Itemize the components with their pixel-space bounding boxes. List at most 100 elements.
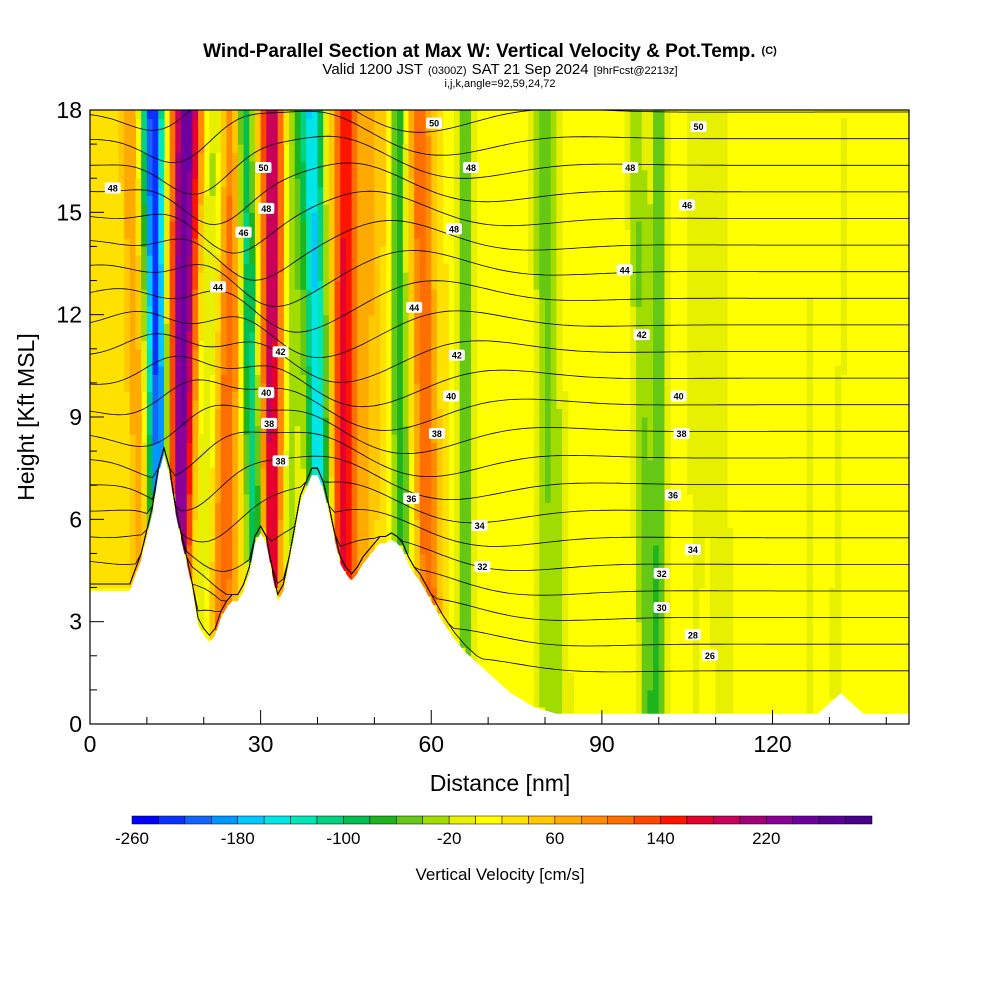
heatmap-cell (431, 254, 438, 265)
heatmap-cell (806, 527, 813, 537)
heatmap-cell (243, 306, 250, 316)
heatmap-cell (215, 493, 222, 503)
heatmap-cell (459, 408, 466, 418)
heatmap-cell (636, 434, 643, 444)
heatmap-cell (175, 468, 182, 478)
heatmap-cell (345, 314, 353, 324)
heatmap-cell (289, 493, 296, 503)
heatmap-cell (454, 476, 461, 486)
heatmap-cell (687, 485, 694, 495)
heatmap-cell (323, 220, 330, 230)
heatmap-cell (374, 178, 381, 188)
heatmap-cell (215, 442, 222, 452)
heatmap-cell (567, 681, 575, 691)
heatmap-cell (715, 621, 722, 631)
heatmap-cell (630, 502, 637, 512)
heatmap-cell (363, 544, 370, 555)
heatmap-cell (408, 391, 415, 401)
heatmap-cell (692, 681, 700, 691)
heatmap-cell (101, 519, 108, 529)
heatmap-cell (118, 425, 125, 435)
heatmap-cell (533, 212, 540, 222)
heatmap-cell (425, 340, 432, 350)
heatmap-cell (539, 314, 546, 324)
heatmap-cell (135, 434, 142, 444)
heatmap-cell (141, 331, 148, 341)
heatmap-cell (118, 161, 125, 171)
heatmap-cell (317, 152, 324, 162)
heatmap-cell (152, 254, 159, 265)
heatmap-cell (294, 237, 302, 248)
heatmap-cell (425, 144, 432, 154)
heatmap-cell (715, 502, 722, 512)
heatmap-cell (169, 399, 176, 410)
heatmap-cell (545, 212, 552, 222)
heatmap-cell (397, 399, 404, 410)
heatmap-cell (402, 178, 410, 188)
heatmap-cell (562, 604, 569, 614)
heatmap-cell (664, 135, 671, 145)
heatmap-cell (806, 314, 813, 324)
heatmap-cell (368, 476, 375, 486)
heatmap-cell (380, 280, 387, 290)
heatmap-cell (124, 425, 131, 435)
heatmap-cell (636, 698, 643, 708)
heatmap-cell (345, 399, 353, 410)
heatmap-cell (277, 169, 284, 179)
heatmap-cell (414, 254, 421, 265)
heatmap-cell (317, 331, 324, 341)
heatmap-cell (158, 118, 165, 128)
heatmap-cell (283, 544, 290, 555)
heatmap-cell (465, 357, 472, 367)
heatmap-cell (397, 502, 404, 512)
heatmap-cell (374, 382, 381, 393)
heatmap-cell (345, 118, 353, 128)
heatmap-cell (641, 689, 648, 700)
heatmap-cell (454, 152, 461, 162)
heatmap-cell (636, 212, 643, 222)
heatmap-cell (158, 365, 165, 375)
heatmap-cell (289, 144, 296, 154)
heatmap-cell (664, 254, 671, 265)
heatmap-cell (294, 442, 302, 452)
heatmap-cell (658, 425, 666, 435)
heatmap-cell (226, 144, 233, 154)
heatmap-cell (181, 272, 188, 282)
heatmap-cell (169, 306, 176, 316)
heatmap-cell (215, 323, 222, 333)
heatmap-cell (175, 178, 182, 188)
heatmap-cell (636, 263, 643, 273)
heatmap-cell (90, 110, 97, 120)
heatmap-cell (687, 144, 694, 154)
heatmap-cell (636, 536, 643, 546)
heatmap-cell (391, 127, 398, 137)
heatmap-cell (562, 417, 569, 427)
heatmap-cell (146, 203, 154, 213)
heatmap-cell (277, 425, 284, 435)
heatmap-cell (328, 220, 336, 230)
theta-contour-label: 44 (406, 301, 423, 313)
heatmap-cell (260, 493, 267, 503)
heatmap-cell (232, 263, 239, 273)
heatmap-cell (146, 485, 154, 495)
heatmap-cell (414, 118, 421, 128)
heatmap-cell (351, 229, 358, 239)
heatmap-cell (289, 195, 296, 205)
heatmap-cell (806, 561, 813, 572)
heatmap-cell (141, 229, 148, 239)
heatmap-cell (351, 169, 358, 179)
heatmap-cell (198, 272, 205, 282)
heatmap-cell (545, 272, 552, 282)
heatmap-cell (226, 254, 233, 265)
heatmap-cell (550, 502, 557, 512)
heatmap-cell (209, 553, 216, 563)
heatmap-cell (436, 553, 444, 563)
heatmap-cell (414, 468, 421, 478)
heatmap-cell (135, 331, 142, 341)
heatmap-cell (215, 570, 222, 580)
heatmap-cell (357, 434, 364, 444)
heatmap-cell (647, 698, 654, 708)
heatmap-cell (175, 229, 182, 239)
heatmap-cell (425, 502, 432, 512)
heatmap-cell (260, 237, 267, 248)
